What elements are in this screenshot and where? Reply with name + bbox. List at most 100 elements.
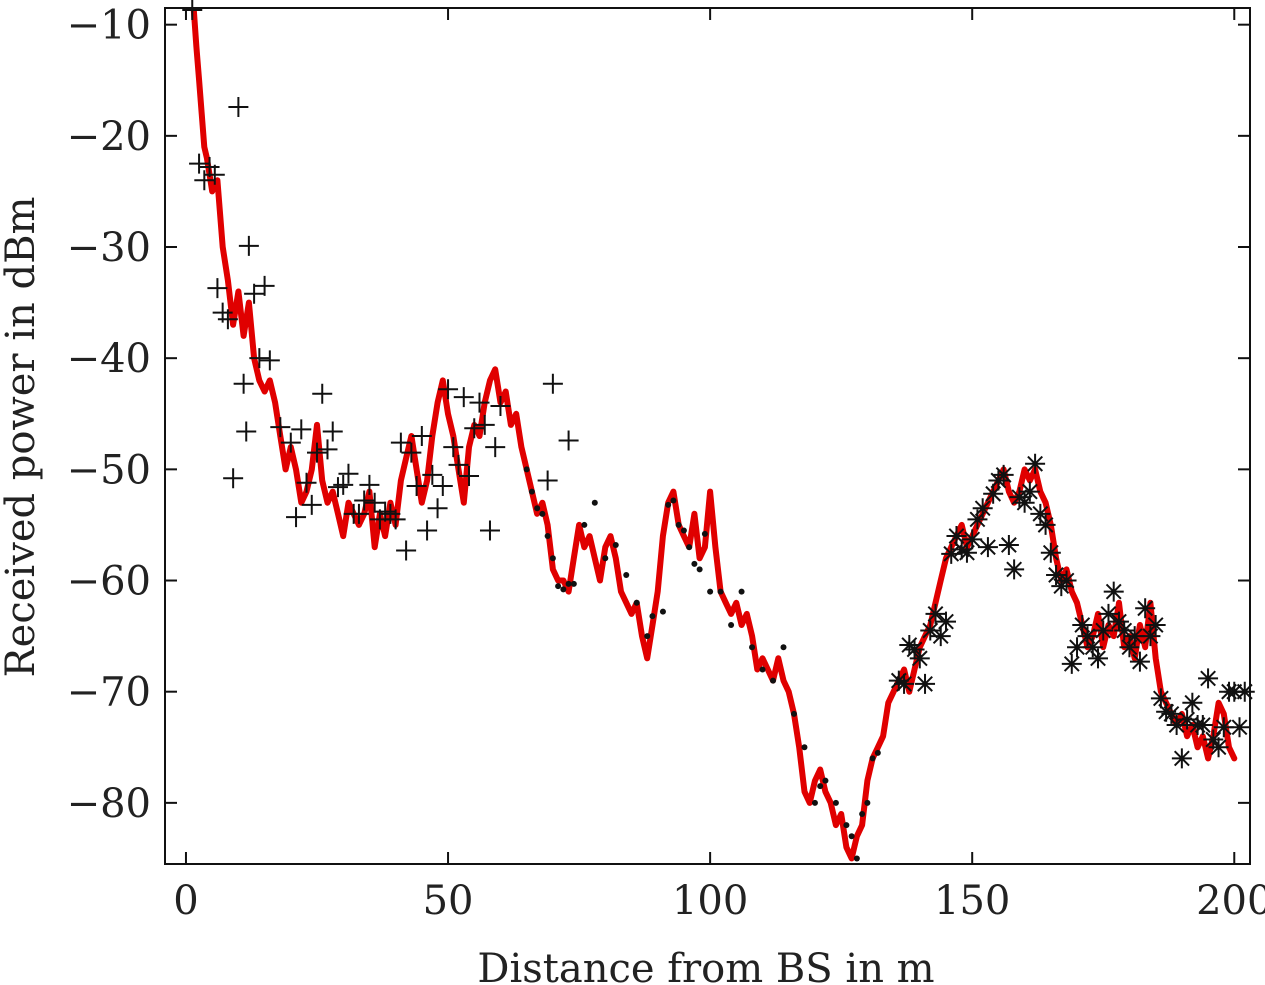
dot-marker — [644, 633, 651, 640]
y-tick-label: −50 — [67, 447, 151, 493]
dot-marker — [822, 777, 829, 784]
plus-marker — [448, 454, 469, 475]
plus-marker — [189, 153, 210, 174]
asterisk-marker — [1198, 668, 1219, 689]
asterisk-marker — [977, 537, 998, 558]
dot-marker — [665, 501, 672, 508]
asterisk-marker — [1040, 542, 1061, 563]
plus-marker — [375, 501, 396, 522]
plus-marker — [296, 472, 317, 493]
plus-marker — [479, 520, 500, 541]
dot-marker — [565, 580, 572, 587]
dot-marker — [728, 621, 735, 628]
dot-marker — [707, 588, 714, 595]
series-dot — [523, 466, 881, 862]
plus-marker — [390, 432, 411, 453]
dot-marker — [612, 541, 619, 548]
dot-marker — [853, 855, 860, 862]
plus-marker — [254, 275, 275, 296]
plus-marker — [380, 503, 401, 524]
plus-marker — [537, 470, 558, 491]
plus-marker — [238, 235, 259, 256]
series-layer — [182, 0, 1255, 862]
plus-marker — [443, 437, 464, 458]
axes-frame — [164, 7, 1251, 865]
plus-marker — [236, 421, 257, 442]
asterisk-marker — [1077, 626, 1098, 647]
asterisk-marker — [1156, 701, 1177, 722]
asterisk-marker — [904, 639, 925, 660]
plus-marker — [474, 414, 495, 435]
asterisk-marker — [956, 542, 977, 563]
asterisk-marker — [1224, 681, 1245, 702]
plus-marker — [244, 283, 265, 304]
dot-marker — [770, 677, 777, 684]
asterisk-marker — [972, 498, 993, 519]
dot-marker — [701, 530, 708, 537]
asterisk-marker — [935, 611, 956, 632]
asterisk-marker — [998, 534, 1019, 555]
plus-marker — [259, 350, 280, 371]
dot-marker — [549, 555, 556, 562]
dot-marker — [801, 744, 808, 751]
dot-marker — [686, 544, 693, 551]
plus-marker — [432, 476, 453, 497]
dot-marker — [623, 571, 630, 578]
dot-marker — [544, 533, 551, 540]
asterisk-marker — [1093, 620, 1114, 641]
dot-marker — [864, 799, 871, 806]
plus-marker — [396, 540, 417, 561]
dot-marker — [874, 749, 881, 756]
asterisk-marker — [1129, 651, 1150, 672]
series-asterisk — [888, 453, 1255, 769]
plus-marker — [406, 476, 427, 497]
asterisk-marker — [1082, 637, 1103, 658]
plus-marker — [459, 466, 480, 487]
dot-marker — [602, 555, 609, 562]
plus-marker — [322, 421, 343, 442]
plus-marker — [249, 348, 270, 369]
asterisk-marker — [1108, 611, 1129, 632]
asterisk-marker — [951, 539, 972, 560]
plus-marker — [558, 430, 579, 451]
plus-marker — [338, 463, 359, 484]
asterisk-marker — [1177, 709, 1198, 730]
plus-marker — [469, 392, 490, 413]
received-power-curve — [190, 7, 1238, 862]
x-axis-label: Distance from BS in m — [477, 946, 934, 985]
asterisk-marker — [1114, 620, 1135, 641]
asterisk-marker — [1213, 717, 1234, 738]
asterisk-marker — [1072, 614, 1093, 635]
plus-marker — [333, 474, 354, 495]
plus-marker — [207, 278, 228, 299]
dot-marker — [848, 833, 855, 840]
dot-marker — [649, 613, 656, 620]
asterisk-marker — [1061, 653, 1082, 674]
dot-marker — [675, 521, 682, 528]
x-tick-label: 0 — [173, 878, 198, 924]
dot-marker — [869, 755, 876, 762]
plus-marker — [291, 419, 312, 440]
asterisk-marker — [1103, 581, 1124, 602]
dot-marker — [555, 583, 562, 590]
dot-marker — [534, 505, 541, 512]
y-tick-label: −70 — [67, 670, 151, 716]
asterisk-marker — [909, 648, 930, 669]
asterisk-marker — [1161, 703, 1182, 724]
dot-marker — [680, 527, 687, 534]
asterisk-marker — [1004, 559, 1025, 580]
plus-marker — [194, 170, 215, 191]
asterisk-marker — [888, 670, 909, 691]
dot-marker — [659, 608, 666, 615]
dot-marker — [859, 810, 866, 817]
plus-marker — [233, 373, 254, 394]
series-line — [190, 7, 1238, 862]
x-tick-label: 100 — [672, 878, 748, 924]
plus-marker — [417, 520, 438, 541]
plus-marker — [364, 492, 385, 513]
dot-marker — [696, 566, 703, 573]
asterisk-marker — [1119, 637, 1140, 658]
asterisk-marker — [1145, 614, 1166, 635]
x-tick-label: 50 — [423, 878, 474, 924]
